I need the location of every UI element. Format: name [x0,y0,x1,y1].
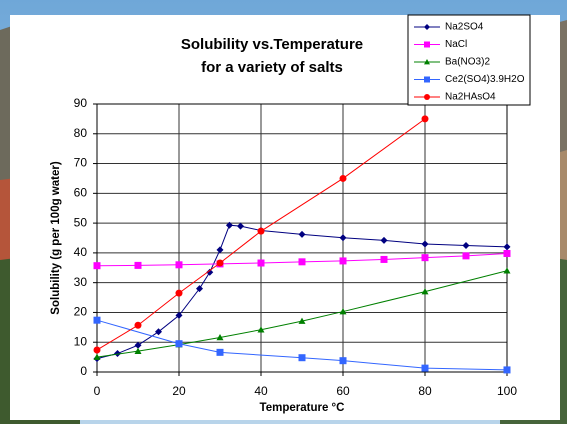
marker [134,341,142,349]
marker [134,321,142,329]
y-tick-label: 0 [80,364,87,378]
chart-subtitle: for a variety of salts [201,59,343,76]
x-axis-label: Temperature °C [260,402,345,414]
marker [216,333,224,341]
marker [380,236,388,244]
x-tick-label: 20 [172,384,186,398]
marker [257,227,265,235]
y-tick-label: 40 [74,245,88,259]
legend-label: Ba(NO3)2 [445,57,490,68]
marker [424,76,430,83]
marker [462,241,470,249]
marker [114,350,121,358]
marker [175,340,183,348]
marker [421,364,429,372]
legend-label: Na2SO4 [445,22,484,33]
marker [503,366,511,374]
x-tick-label: 60 [336,384,350,398]
x-tick-label: 40 [254,384,268,398]
marker [421,115,429,123]
marker [503,249,511,257]
marker [225,221,233,229]
marker [421,240,429,248]
marker [298,317,306,324]
marker [93,353,101,360]
marker [380,255,388,263]
x-tick-label: 0 [94,384,101,398]
marker [462,252,470,260]
marker [216,259,224,267]
marker [421,288,429,295]
y-tick-label: 20 [74,305,88,319]
marker [298,354,306,362]
marker [93,316,101,324]
marker [134,347,142,354]
y-tick-label: 50 [74,215,88,229]
marker [503,243,511,251]
marker [175,311,183,319]
legend-label: NaCl [445,39,467,50]
plot-frame [96,103,508,373]
y-tick-label: 70 [74,156,88,170]
marker [424,41,430,48]
marker [175,289,183,297]
chart-title: Solubility vs.Temperature [181,36,363,53]
marker [339,308,347,315]
marker [257,326,265,333]
marker [237,222,244,230]
marker [424,59,430,65]
marker [93,346,101,354]
y-tick-label: 80 [74,126,88,140]
marker [155,328,162,336]
legend-box [407,14,531,106]
y-tick-label: 30 [74,275,88,289]
marker [424,24,430,30]
marker [257,259,265,267]
marker [339,257,347,265]
plot-area [93,115,511,374]
marker [93,262,101,270]
marker [424,94,430,100]
y-tick-label: 10 [74,334,88,348]
legend: Na2SO4 NaCl Ba(NO3)2 Ce2(SO4)3.9H2O Na2HAsO4 [414,22,525,103]
y-tick-label: 90 [74,96,88,110]
marker [421,254,429,262]
x-tick-label: 100 [497,384,517,398]
y-tick-label: 60 [74,186,88,200]
marker [134,261,142,269]
marker [339,357,347,365]
legend-label: Ce2(SO4)3.9H2O [445,74,525,85]
marker [206,268,214,276]
marker [298,258,306,266]
legend-label: Na2HAsO4 [445,92,496,103]
x-tick-label: 80 [418,384,432,398]
marker [339,174,347,182]
marker [196,285,203,293]
marker [503,267,511,274]
marker [175,261,183,269]
y-axis-label: Solubility (g per 100g water) [50,161,62,315]
marker [298,230,306,238]
marker [216,246,224,254]
marker [216,348,224,356]
marker [339,234,347,242]
